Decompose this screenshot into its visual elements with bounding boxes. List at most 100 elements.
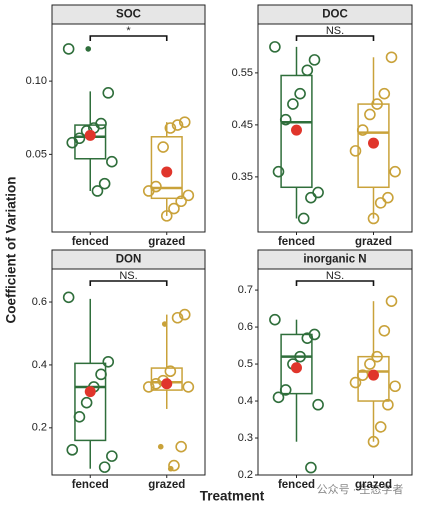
y-tick-label: 0.2 xyxy=(32,422,47,434)
point xyxy=(168,459,180,472)
point xyxy=(150,377,162,390)
point xyxy=(171,119,184,131)
point xyxy=(382,398,394,411)
x-tick-label: grazed xyxy=(148,479,185,491)
significance-label: NS. xyxy=(119,270,137,282)
y-tick-label: 0.5 xyxy=(238,358,253,370)
box xyxy=(280,74,313,189)
point xyxy=(371,350,383,363)
strip-title: inorganic N xyxy=(303,254,366,266)
x-tick-label: grazed xyxy=(355,479,392,491)
point xyxy=(385,295,398,307)
outlier xyxy=(85,46,92,52)
mean xyxy=(84,386,96,398)
plot-frame xyxy=(257,268,413,476)
y-tick-label: 0.3 xyxy=(238,432,253,444)
box xyxy=(74,362,107,442)
strip-title: DOC xyxy=(322,9,348,21)
point xyxy=(389,380,401,393)
point xyxy=(367,435,380,448)
x-tick-label: grazed xyxy=(148,236,185,248)
point xyxy=(312,186,324,199)
y-tick-label: 0.6 xyxy=(238,321,253,333)
point xyxy=(142,185,155,197)
point xyxy=(374,197,387,209)
point xyxy=(272,165,285,178)
point xyxy=(106,155,118,168)
point xyxy=(164,122,177,134)
x-tick-label: fenced xyxy=(278,236,315,248)
x-tick-label: grazed xyxy=(355,236,392,248)
point xyxy=(279,113,292,126)
point xyxy=(279,384,292,396)
mean xyxy=(368,137,379,149)
plot-frame xyxy=(51,268,206,476)
point xyxy=(91,185,104,197)
mean xyxy=(291,362,302,374)
point xyxy=(312,398,324,411)
point xyxy=(385,51,398,64)
significance-bracket xyxy=(89,280,168,286)
point xyxy=(168,202,180,215)
point xyxy=(378,87,391,100)
point xyxy=(272,391,285,404)
point xyxy=(175,195,187,208)
point xyxy=(73,411,86,423)
point xyxy=(294,350,306,363)
x-axis-title: Treatment xyxy=(200,489,265,504)
point xyxy=(389,165,401,178)
point xyxy=(301,64,314,77)
significance-bracket xyxy=(295,35,375,41)
point xyxy=(62,43,75,55)
y-tick-label: 0.6 xyxy=(32,296,47,308)
x-tick-label: fenced xyxy=(278,479,315,491)
point xyxy=(356,369,369,381)
mean xyxy=(161,166,173,178)
y-tick-label: 0.35 xyxy=(232,171,253,183)
significance-bracket xyxy=(89,35,168,41)
point xyxy=(160,210,173,222)
point xyxy=(182,189,195,202)
plot-frame xyxy=(257,23,413,233)
point xyxy=(364,108,376,121)
point xyxy=(364,358,376,370)
point xyxy=(178,308,191,321)
point xyxy=(157,141,169,153)
point xyxy=(182,381,195,393)
point xyxy=(269,313,281,326)
box xyxy=(150,136,183,200)
y-axis-title: Coefficient of Variation xyxy=(4,176,19,323)
point xyxy=(305,191,317,204)
y-tick-label: 0.10 xyxy=(26,75,47,87)
point xyxy=(106,450,118,462)
outlier xyxy=(157,443,164,450)
point xyxy=(349,376,362,389)
point xyxy=(142,381,155,393)
y-tick-label: 0.4 xyxy=(32,359,47,371)
y-tick-label: 0.2 xyxy=(238,469,253,481)
box xyxy=(357,103,390,189)
mean xyxy=(84,129,96,141)
y-tick-label: 0.55 xyxy=(232,67,253,79)
point xyxy=(356,124,369,136)
point xyxy=(80,396,93,409)
y-tick-label: 0.45 xyxy=(232,119,253,131)
significance-bracket xyxy=(295,280,375,286)
strip-title: DON xyxy=(116,254,142,266)
point xyxy=(66,136,79,149)
significance-label: NS. xyxy=(326,25,344,37)
point xyxy=(297,212,310,225)
point xyxy=(294,87,306,100)
point xyxy=(374,421,387,433)
point xyxy=(171,311,184,324)
box xyxy=(280,333,313,395)
point xyxy=(301,332,314,344)
significance-label: NS. xyxy=(326,270,344,282)
point xyxy=(287,98,299,110)
strip-title: SOC xyxy=(116,9,141,21)
watermark: 公众号 · 生态学者 xyxy=(317,482,404,496)
mean xyxy=(161,378,173,390)
point xyxy=(305,461,317,474)
point xyxy=(98,461,111,473)
point xyxy=(308,54,321,66)
